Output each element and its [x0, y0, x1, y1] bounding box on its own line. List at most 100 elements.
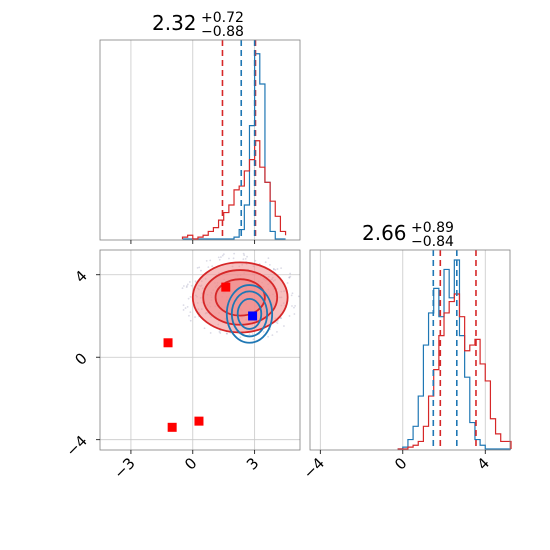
title-plus-top: +0.72: [201, 10, 244, 26]
x-tick-labels-right: −4 0 4: [300, 450, 493, 482]
y-tick-label: 0: [71, 349, 90, 368]
sample-point: [286, 282, 289, 284]
sample-point: [243, 254, 246, 257]
sample-point: [218, 258, 221, 261]
axes-frame-right: [309, 249, 511, 451]
sample-point: [248, 333, 251, 336]
sample-point: [276, 330, 278, 333]
sample-point: [185, 286, 188, 289]
grid-top: [130, 40, 256, 240]
title-minus-right: −0.84: [411, 234, 454, 250]
sample-point: [222, 253, 225, 256]
title-plus-right: +0.89: [411, 220, 454, 236]
sample-point: [218, 330, 221, 333]
sample-point: [244, 257, 247, 260]
sample-point: [186, 283, 189, 286]
sample-point: [289, 272, 292, 275]
title-minus-top: −0.88: [201, 24, 244, 40]
quantile-lines-right: [432, 250, 477, 450]
sample-point: [196, 266, 199, 269]
marker-square: [167, 422, 177, 432]
sample-point: [186, 285, 188, 287]
sample-point: [205, 259, 208, 262]
contour-level-2: [230, 290, 269, 338]
sample-point: [217, 256, 220, 259]
sample-point: [187, 297, 190, 300]
sample-point: [184, 307, 187, 309]
histogram-series-2: [181, 140, 287, 240]
scatter-panel: −3 0 3 −4 0 4: [62, 249, 301, 482]
sample-point: [290, 294, 293, 297]
sample-point: [209, 332, 212, 334]
x-tick-label: 3: [243, 454, 262, 473]
marker-square: [221, 282, 231, 292]
sample-point: [182, 309, 185, 311]
histogram-panel-right: −4 0 4 2.66 +0.89 −0.84: [300, 220, 512, 482]
sample-point: [189, 295, 192, 298]
histogram-panel-top: 2.32 +0.72 −0.88: [99, 10, 301, 244]
sample-point: [276, 268, 279, 270]
title-value-right: 2.66: [362, 221, 407, 245]
sample-point: [294, 304, 297, 307]
sample-point: [203, 327, 206, 330]
sample-point: [188, 281, 191, 283]
sample-point: [226, 332, 228, 335]
sample-point: [198, 266, 201, 269]
sample-point: [293, 306, 295, 309]
sample-point: [254, 259, 257, 262]
sample-point: [279, 317, 282, 319]
sample-point: [289, 275, 292, 278]
grid-right: [319, 250, 486, 450]
histogram-series-1: [397, 259, 512, 450]
sample-point: [186, 306, 189, 308]
sample-point: [267, 257, 270, 260]
histogram-series-right: [397, 259, 512, 450]
sample-point: [288, 276, 291, 279]
sample-point: [219, 332, 222, 334]
sample-point: [181, 287, 184, 290]
quantile-lines-top: [221, 40, 257, 240]
sample-point: [297, 295, 300, 298]
marker-square: [248, 311, 258, 321]
marker-square: [163, 338, 173, 348]
sample-point: [262, 331, 265, 333]
marker-square: [194, 416, 204, 426]
sample-point: [194, 280, 197, 283]
sample-point: [272, 267, 275, 270]
sample-point: [271, 334, 274, 337]
sample-point: [246, 255, 248, 258]
sample-point: [267, 335, 270, 338]
x-tick-label: −4: [300, 454, 328, 482]
sample-point: [207, 266, 210, 269]
title-value-top: 2.32: [152, 11, 197, 35]
reference-markers: [163, 282, 258, 432]
sample-point: [274, 268, 277, 271]
x-tick-label: 4: [474, 454, 493, 473]
sample-point: [273, 268, 275, 271]
sample-point: [242, 258, 245, 261]
x-tick-label: 0: [181, 454, 200, 473]
sample-point: [211, 265, 214, 268]
sample-point: [280, 317, 283, 320]
sample-point: [228, 257, 230, 260]
sample-point: [293, 313, 296, 315]
ticks-top: [130, 240, 256, 244]
sample-point: [280, 267, 283, 270]
sample-point: [242, 252, 245, 255]
sample-point: [182, 304, 185, 307]
sample-point: [268, 263, 271, 266]
sample-point: [264, 261, 267, 264]
x-tick-label: 0: [391, 454, 410, 473]
sample-point: [209, 259, 212, 262]
contour-level-1: [225, 284, 274, 344]
sample-point: [251, 333, 254, 336]
sample-point: [182, 285, 185, 287]
sample-point: [189, 319, 192, 322]
histogram-series-1: [182, 53, 286, 240]
sample-point: [225, 332, 228, 335]
sample-point: [189, 311, 192, 314]
sample-point: [232, 257, 235, 260]
histogram-series-top: [181, 53, 287, 240]
y-tick-label: 4: [71, 267, 90, 286]
